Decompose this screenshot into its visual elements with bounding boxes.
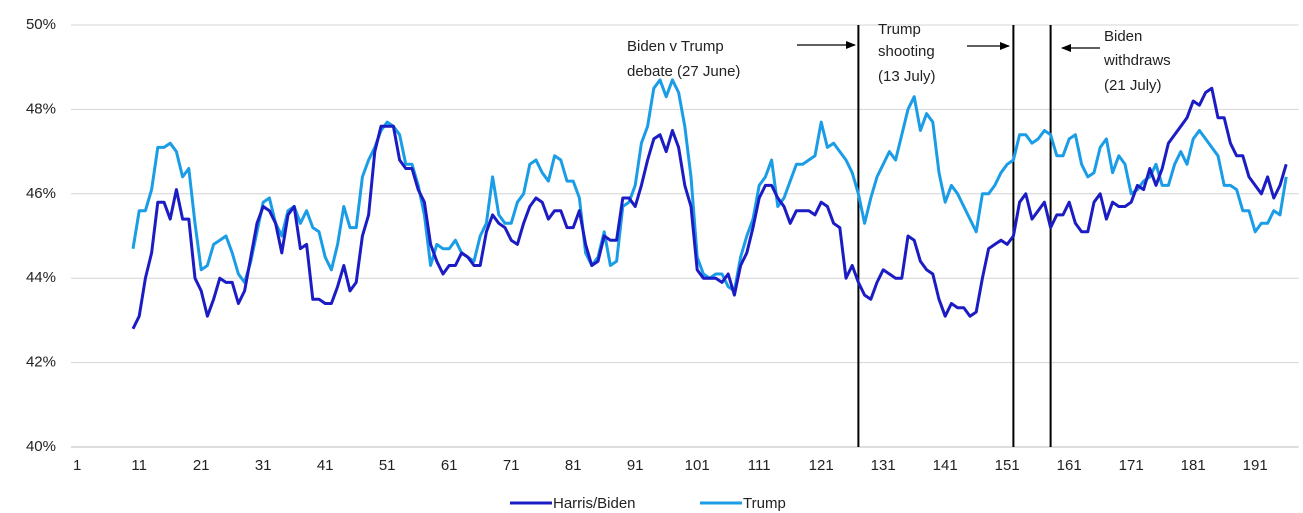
x-tick-label: 141 (933, 457, 958, 474)
annotation-text: Biden (1104, 28, 1142, 45)
y-tick-label: 40% (26, 438, 56, 455)
y-tick-label: 48% (26, 100, 56, 117)
x-tick-label: 181 (1181, 457, 1206, 474)
y-tick-label: 50% (26, 16, 56, 33)
series-line (131, 78, 1288, 293)
x-tick-label: 21 (193, 457, 210, 474)
legend-label: Harris/Biden (553, 495, 636, 512)
x-tick-label: 51 (379, 457, 396, 474)
x-tick-label: 191 (1243, 457, 1268, 474)
annotation-text: debate (27 June) (627, 63, 740, 80)
x-tick-label: 171 (1119, 457, 1144, 474)
x-tick-label: 81 (565, 457, 582, 474)
x-tick-label: 161 (1057, 457, 1082, 474)
x-tick-label: 61 (441, 457, 458, 474)
x-tick-label: 111 (748, 457, 771, 474)
legend-label: Trump (743, 495, 786, 512)
x-tick-label: 31 (255, 457, 272, 474)
annotation-text: (13 July) (878, 68, 936, 85)
x-tick-label: 101 (685, 457, 710, 474)
y-tick-label: 42% (26, 354, 56, 371)
y-tick-label: 46% (26, 185, 56, 202)
x-tick-label: 91 (627, 457, 644, 474)
x-tick-label: 11 (131, 457, 147, 474)
series-line (131, 86, 1288, 330)
y-tick-label: 44% (26, 269, 56, 286)
annotation-text: (21 July) (1104, 77, 1162, 94)
annotation-text: Trump (878, 21, 921, 38)
x-tick-label: 1 (73, 457, 81, 474)
x-tick-label: 71 (503, 457, 520, 474)
x-tick-label: 151 (995, 457, 1020, 474)
x-tick-label: 131 (871, 457, 896, 474)
x-tick-label: 121 (809, 457, 834, 474)
x-tick-label: 41 (317, 457, 334, 474)
annotation-text: shooting (878, 43, 935, 60)
annotation-text: Biden v Trump (627, 38, 724, 55)
annotation-text: withdraws (1103, 52, 1171, 69)
